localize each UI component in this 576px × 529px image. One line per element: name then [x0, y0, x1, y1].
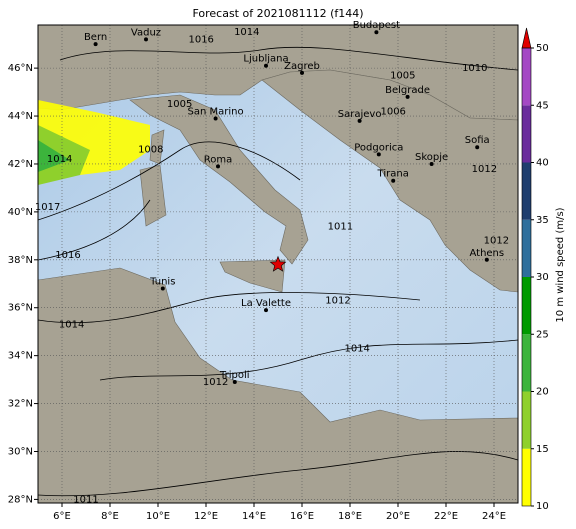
x-tick-label: 14°E [242, 511, 266, 522]
map-frame [37, 24, 519, 504]
city-dot [264, 308, 268, 313]
city-dot [429, 161, 434, 166]
colorbar-tick-label: 45 [536, 100, 549, 111]
colorbar-label: 10 m wind speed (m/s) [555, 207, 566, 322]
colorbar-segment [522, 334, 531, 392]
city-dot [405, 94, 410, 99]
colorbar-tick-label: 50 [536, 43, 549, 54]
city-label: Tripoli [219, 370, 250, 381]
city-label: San Marino [188, 106, 244, 117]
city-dot [475, 145, 480, 150]
colorbar-segment [522, 162, 531, 220]
x-tick-label: 8°E [101, 511, 119, 522]
colorbar-segment [522, 48, 531, 106]
isobar-label: 1006 [380, 106, 405, 117]
city-label: Vaduz [131, 27, 161, 38]
city-dot [357, 118, 362, 123]
y-tick-label: 38°N [8, 255, 33, 266]
colorbar-segment [522, 448, 531, 506]
isobar-label: 1016 [188, 34, 213, 45]
isobar-label: 1017 [35, 202, 60, 213]
city-dot [484, 257, 489, 262]
city-dot [376, 152, 381, 157]
colorbar-segment [522, 277, 531, 335]
colorbar-tick-label: 15 [536, 444, 549, 455]
x-tick-label: 22°E [434, 511, 458, 522]
y-tick-label: 40°N [8, 207, 33, 218]
colorbar-tick-label: 30 [536, 272, 549, 283]
event-marker [269, 255, 287, 272]
isobar-label: 1016 [55, 250, 80, 261]
city-label: Athens [469, 248, 504, 259]
colorbar-tick-label: 20 [536, 387, 549, 398]
city-label: Roma [204, 154, 233, 165]
isobar-label: 1008 [138, 145, 163, 156]
overlay: 6°E 8°E 10°E 12°E 14°E 16°E 18°E 20°E 22°E 24°E 28… [8, 20, 549, 522]
isobar-label: 1014 [59, 319, 84, 330]
colorbar-segment [522, 219, 531, 277]
city-dot [144, 37, 148, 42]
city-label: Tunis [149, 277, 175, 288]
y-tick-label: 44°N [8, 111, 33, 122]
city-label: Podgorica [354, 142, 403, 153]
isobar-label: 1014 [47, 154, 72, 165]
y-tick-label: 32°N [8, 399, 33, 410]
isobar-label: 1012 [484, 236, 509, 247]
colorbar-tick-label: 35 [536, 215, 549, 226]
y-tick-label: 36°N [8, 303, 33, 314]
colorbar-segment [522, 391, 531, 449]
city-label: Sofia [465, 135, 490, 146]
isobar-label: 1012 [325, 296, 350, 307]
city-dot [160, 286, 165, 291]
city-dot [216, 164, 220, 169]
city-label: Belgrade [385, 85, 430, 96]
y-tick-label: 42°N [8, 159, 33, 170]
colorbar-tick-label: 10 [536, 501, 549, 512]
isobar-label: 1012 [203, 377, 228, 388]
city-dot [374, 30, 379, 35]
y-tick-label: 34°N [8, 351, 33, 362]
city-dot [391, 178, 396, 183]
isobar-label: 1011 [73, 494, 98, 505]
city-label: Tirana [377, 169, 409, 180]
x-tick-label: 18°E [338, 511, 362, 522]
y-tick-label: 46°N [8, 63, 33, 74]
city-dot [300, 70, 304, 75]
x-tick-label: 24°E [482, 511, 506, 522]
city-label: Ljubljana [243, 54, 288, 65]
city-dot [232, 380, 237, 385]
city-label: La Valette [241, 298, 291, 309]
isobar-label: 1005 [390, 70, 415, 81]
x-tick-label: 20°E [386, 511, 410, 522]
map-title: Forecast of 2021081112 (f144) [192, 7, 363, 20]
city-dot [213, 116, 218, 121]
isobar-label: 1010 [462, 63, 487, 74]
basemap [38, 25, 518, 503]
colorbar-tick-label: 25 [536, 329, 549, 340]
city-dot [93, 42, 98, 47]
colorbar-segment [522, 105, 531, 163]
city-label: Zagreb [284, 61, 320, 72]
colorbar-tick-label: 40 [536, 158, 549, 169]
isobar-label: 1005 [167, 99, 192, 110]
city-label: Bern [84, 32, 107, 43]
y-tick-label: 30°N [8, 446, 33, 457]
x-tick-label: 6°E [53, 511, 71, 522]
city-label: Budapest [353, 20, 400, 31]
y-tick-label: 28°N [8, 494, 33, 505]
city-label: Sarajevo [338, 109, 382, 120]
city-dot [264, 63, 268, 68]
x-tick-label: 10°E [146, 511, 170, 522]
x-tick-label: 12°E [194, 511, 218, 522]
city-label: Skopje [415, 152, 448, 163]
isobar-label: 1014 [234, 27, 259, 38]
isobar-label: 1014 [344, 343, 369, 354]
isobar-label: 1011 [328, 221, 353, 232]
x-tick-label: 16°E [290, 511, 314, 522]
isobar-label: 1012 [472, 164, 497, 175]
colorbar-extend [521, 27, 532, 49]
